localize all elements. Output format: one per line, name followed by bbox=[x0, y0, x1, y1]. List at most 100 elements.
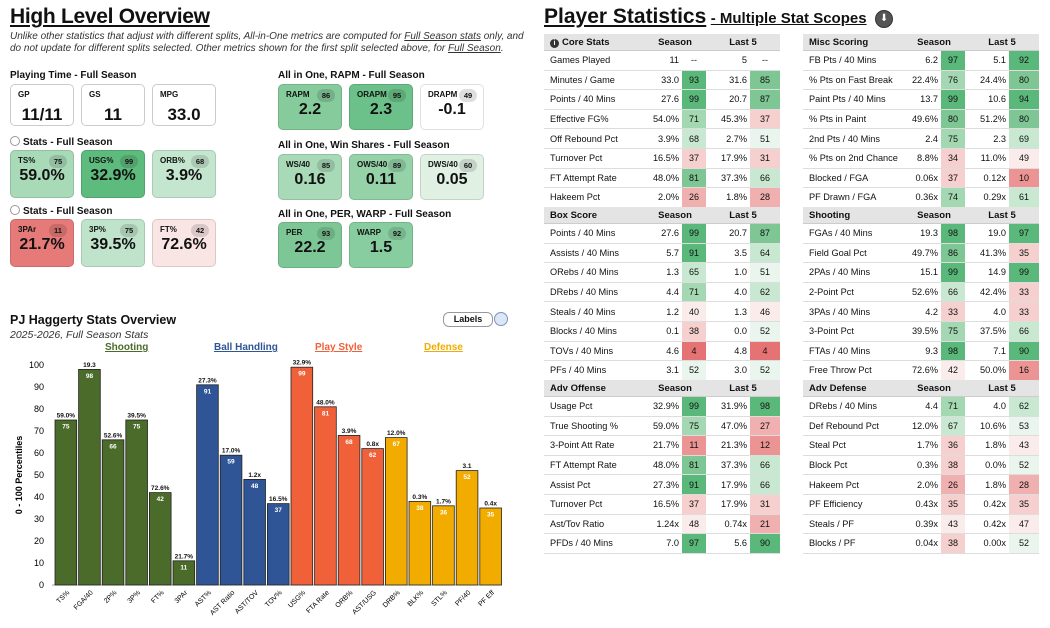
season-percentile: 75 bbox=[941, 321, 966, 342]
last5-column-header[interactable]: Last 5 bbox=[965, 380, 1040, 397]
season-column-header[interactable]: Season bbox=[644, 207, 707, 224]
stat-card-ows-40: OWS/40 0.11 89 bbox=[349, 154, 413, 200]
last5-percentile: 52 bbox=[1009, 455, 1040, 476]
last5-value: 20.7 bbox=[706, 223, 751, 244]
info-icon[interactable]: i bbox=[550, 38, 559, 48]
stat-name: TOVs / 40 Mins bbox=[544, 341, 644, 362]
stat-name: PFs / 40 Mins bbox=[544, 360, 644, 381]
table-shooting: Shooting Season Last 5 FGAs / 40 Mins 19.3 98… bbox=[803, 207, 1040, 381]
bar-value-label: 1.2x bbox=[248, 472, 261, 479]
season-percentile: 42 bbox=[941, 360, 966, 381]
legend-play-style[interactable]: Play Style bbox=[315, 342, 363, 353]
legend-ball-handling[interactable]: Ball Handling bbox=[214, 342, 278, 353]
season-percentile: 11 bbox=[682, 435, 707, 456]
last5-value: 4.0 bbox=[706, 282, 751, 303]
radio-icon[interactable] bbox=[10, 205, 20, 215]
last5-column-header[interactable]: Last 5 bbox=[706, 34, 781, 51]
bar-percentile-label: 48 bbox=[251, 483, 259, 490]
table-row: 2nd Pts / 40 Mins 2.4 75 2.3 69 bbox=[803, 128, 1040, 149]
bar-percentile-label: 75 bbox=[62, 424, 70, 431]
last5-column-header[interactable]: Last 5 bbox=[965, 207, 1040, 224]
last5-percentile: 27 bbox=[750, 416, 781, 437]
bar-usg- bbox=[290, 366, 314, 586]
last5-column-header[interactable]: Last 5 bbox=[706, 380, 781, 397]
season-percentile: 80 bbox=[941, 109, 966, 130]
stat-name: 3-Point Att Rate bbox=[544, 435, 644, 456]
y-tick-label: 100 bbox=[29, 360, 44, 370]
season-percentile: 99 bbox=[682, 89, 707, 110]
season-percentile: 91 bbox=[682, 474, 707, 495]
bar-2p- bbox=[101, 439, 125, 586]
legend-shooting[interactable]: Shooting bbox=[105, 342, 149, 353]
x-tick-label: 3P% bbox=[127, 589, 142, 604]
x-tick-label: FTA Rate bbox=[305, 589, 331, 615]
last5-percentile: 33 bbox=[1009, 301, 1040, 322]
season-value: 11 bbox=[644, 50, 682, 71]
table-row: Block Pct 0.3% 38 0.0% 52 bbox=[803, 455, 1040, 476]
stat-card-label: GP bbox=[18, 90, 30, 99]
season-percentile: 99 bbox=[682, 396, 707, 417]
full-season-stats-link[interactable]: Full Season stats bbox=[404, 31, 481, 42]
season-value: 1.24x bbox=[644, 514, 682, 535]
last5-column-header[interactable]: Last 5 bbox=[965, 34, 1040, 51]
stat-name: Hakeem Pct bbox=[803, 474, 903, 495]
stat-card-per: PER 22.2 93 bbox=[278, 222, 342, 268]
last5-value: 11.0% bbox=[965, 148, 1010, 169]
table-title: Adv Defense bbox=[803, 380, 903, 397]
stat-card-label: DRAPM bbox=[428, 90, 458, 99]
last5-value: 3.0 bbox=[706, 360, 751, 381]
season-column-header[interactable]: Season bbox=[903, 380, 966, 397]
legend-defense[interactable]: Defense bbox=[424, 342, 463, 353]
season-percentile: 37 bbox=[941, 168, 966, 189]
stat-card-label: USG% bbox=[89, 156, 114, 165]
overview-note: Unlike other statistics that adjust with… bbox=[10, 31, 524, 54]
last5-value: 2.7% bbox=[706, 128, 751, 149]
table-row: Turnover Pct 16.5% 37 17.9% 31 bbox=[544, 148, 781, 169]
bar-pf-40 bbox=[455, 470, 479, 586]
percentile-badge: 11 bbox=[49, 224, 67, 237]
x-tick-label: ORB% bbox=[334, 589, 354, 609]
stat-card-label: TS% bbox=[18, 156, 36, 165]
season-column-header[interactable]: Season bbox=[903, 34, 966, 51]
last5-percentile: 62 bbox=[1009, 396, 1040, 417]
season-percentile: 75 bbox=[682, 416, 707, 437]
percentile-bar-chart: 0 - 100 Percentiles 0 10 20 30 40 50 60 70 80 90 10… bbox=[14, 360, 502, 617]
full-season-link[interactable]: Full Season bbox=[448, 43, 501, 54]
season-column-header[interactable]: Season bbox=[903, 207, 966, 224]
last5-value: 37.3% bbox=[706, 455, 751, 476]
last5-column-header[interactable]: Last 5 bbox=[706, 207, 781, 224]
table-row: Free Throw Pct 72.6% 42 50.0% 16 bbox=[803, 360, 1040, 381]
season-column-header[interactable]: Season bbox=[644, 34, 707, 51]
stat-name: 3-Point Pct bbox=[803, 321, 903, 342]
last5-value: 4.0 bbox=[965, 301, 1010, 322]
stat-name: 2PAs / 40 Mins bbox=[803, 262, 903, 283]
bar-value-label: 12.0% bbox=[387, 430, 406, 437]
bar-ast-usg bbox=[361, 448, 384, 586]
percentile-badge: 42 bbox=[191, 224, 209, 237]
table-title-text: Adv Defense bbox=[809, 382, 867, 394]
stat-card-value: 22.2 bbox=[294, 239, 326, 256]
stat-name: Games Played bbox=[544, 50, 644, 71]
bar-value-label: 17.0% bbox=[222, 448, 241, 455]
table-title: Misc Scoring bbox=[803, 34, 903, 51]
labels-button[interactable]: Labels bbox=[443, 312, 493, 327]
player-stats-title: Player Statistics bbox=[544, 5, 707, 28]
stat-name: Hakeem Pct bbox=[544, 187, 644, 208]
season-column-header[interactable]: Season bbox=[644, 380, 707, 397]
stat-name: % Pts on Fast Break bbox=[803, 70, 903, 91]
bar-fga-40 bbox=[78, 368, 101, 586]
table-advdef: Adv Defense Season Last 5 DRebs / 40 Mins 4.… bbox=[803, 380, 1040, 554]
last5-percentile: 61 bbox=[1009, 187, 1040, 208]
last5-percentile: 53 bbox=[1009, 416, 1040, 437]
labels-toggle[interactable] bbox=[494, 312, 508, 326]
radio-icon[interactable] bbox=[10, 136, 20, 146]
stat-name: Effective FG% bbox=[544, 109, 644, 130]
stats2-label: Stats - Full Season bbox=[10, 205, 112, 217]
table-row: 3PAs / 40 Mins 4.2 33 4.0 33 bbox=[803, 301, 1040, 322]
season-percentile: -- bbox=[682, 50, 707, 71]
download-icon[interactable]: ⬇ bbox=[875, 10, 894, 28]
season-percentile: 93 bbox=[682, 70, 707, 91]
table-header: Misc Scoring Season Last 5 bbox=[803, 34, 1040, 51]
table-row: Field Goal Pct 49.7% 86 41.3% 35 bbox=[803, 243, 1040, 264]
season-value: 54.0% bbox=[644, 109, 682, 130]
